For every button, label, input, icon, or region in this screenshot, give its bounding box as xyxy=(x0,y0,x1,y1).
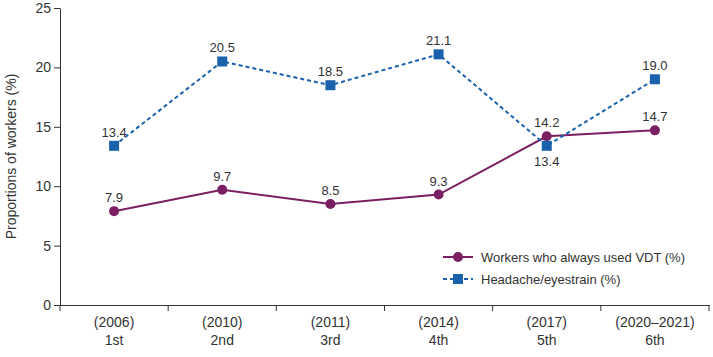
x-axis: (2006)1st(2010)2nd(2011)3rd(2014)4th(201… xyxy=(60,305,710,348)
y-tick: 10 xyxy=(35,178,60,194)
x-tick-label-line: 3rd xyxy=(320,332,340,348)
x-boundary-tick xyxy=(492,305,493,311)
data-label: 18.5 xyxy=(318,64,343,79)
x-tick-label-line: (2014) xyxy=(418,314,458,330)
y-tick-mark xyxy=(54,127,60,128)
data-label: 13.4 xyxy=(534,154,559,169)
data-label: 8.5 xyxy=(321,183,339,198)
legend-label: Workers who always used VDT (%) xyxy=(481,250,685,265)
series-marker xyxy=(109,141,119,151)
x-tick-label-line: (2011) xyxy=(311,314,350,330)
x-boundary-tick xyxy=(600,305,601,311)
series-marker xyxy=(217,56,227,66)
x-tick-label: (2020–2021) 6th xyxy=(615,314,694,348)
marks xyxy=(109,49,660,216)
series-line xyxy=(114,54,655,145)
x-tick-label-line: 2nd xyxy=(211,332,234,348)
chart: 0510152025(2006)1st(2010)2nd(2011)3rd(20… xyxy=(0,0,713,357)
y-tick: 5 xyxy=(43,238,60,254)
y-tick-mark xyxy=(54,186,60,187)
x-tick: (2017) 5th xyxy=(527,314,567,348)
y-tick: 25 xyxy=(35,0,60,16)
x-tick-label-line: 6th xyxy=(645,332,664,348)
y-axis: 0 5 10 15 20 25 xyxy=(35,0,60,313)
y-tick-label: 0 xyxy=(43,297,51,313)
series-marker xyxy=(542,131,552,141)
series-line xyxy=(114,130,655,211)
series-marker xyxy=(650,74,660,84)
x-boundary-tick xyxy=(709,305,710,311)
plot: 0510152025(2006)1st(2010)2nd(2011)3rd(20… xyxy=(35,0,709,348)
x-tick: (2014) 4th xyxy=(418,314,458,348)
y-axis-line xyxy=(60,9,61,306)
y-tick: 0 xyxy=(43,297,60,313)
x-tick-label-line: (2006) xyxy=(94,314,134,330)
x-tick-label-line: 1st xyxy=(105,332,124,348)
x-boundary-tick xyxy=(384,305,385,311)
legend-marker xyxy=(453,274,463,284)
x-tick: (2006) 1st xyxy=(94,314,134,348)
x-boundary-tick xyxy=(276,305,277,311)
x-tick-label-line: (2020–2021) xyxy=(615,314,694,330)
series-marker xyxy=(109,206,119,216)
y-tick-mark xyxy=(54,8,60,9)
series-marker xyxy=(542,141,552,151)
y-tick-label: 15 xyxy=(35,119,51,135)
x-tick: (2011) 3rd xyxy=(311,314,350,348)
y-tick-mark xyxy=(54,305,60,306)
x-boundary-tick xyxy=(60,305,61,311)
data-label: 20.5 xyxy=(210,40,235,55)
x-tick-label-line: 5th xyxy=(537,332,556,348)
y-tick: 15 xyxy=(35,119,60,135)
series-marker xyxy=(325,80,335,90)
data-label: 14.2 xyxy=(534,115,559,130)
x-boundary-tick xyxy=(168,305,169,311)
y-tick-label: 5 xyxy=(43,238,51,254)
legend-label: Headache/eyestrain (%) xyxy=(481,272,620,287)
data-label: 13.4 xyxy=(101,125,126,140)
series-marker xyxy=(434,190,444,200)
data-label: 21.1 xyxy=(426,33,451,48)
data-label: 7.9 xyxy=(105,190,123,205)
y-tick-mark xyxy=(54,246,60,247)
legend: Workers who always used VDT (%) Headache/… xyxy=(443,250,685,287)
series-marker xyxy=(217,185,227,195)
y-tick-label: 20 xyxy=(35,59,51,75)
series-marker xyxy=(650,125,660,135)
x-tick: (2020–2021) 6th xyxy=(615,314,694,348)
x-tick-label: (2006) 1st xyxy=(94,314,134,348)
y-tick: 20 xyxy=(35,59,60,75)
x-tick-label: (2010) 2nd xyxy=(202,314,242,348)
y-tick-label: 10 xyxy=(35,178,51,194)
x-tick: (2010) 2nd xyxy=(202,314,242,348)
x-tick-label: (2011) 3rd xyxy=(311,314,350,348)
x-tick-label: (2014) 4th xyxy=(418,314,458,348)
y-axis-title: Proportions of workers (%) xyxy=(3,74,19,240)
data-label: 14.7 xyxy=(642,109,667,124)
series-marker xyxy=(325,199,335,209)
x-tick-label-line: (2010) xyxy=(202,314,242,330)
x-tick-label-line: (2017) xyxy=(527,314,567,330)
data-labels: 7.9 9.7 8.5 9.3 14.2 14.7 13.4 20.5 18.5 21.1 13.4… xyxy=(101,33,667,205)
y-tick-label: 25 xyxy=(35,0,51,16)
x-tick-label: (2017) 5th xyxy=(527,314,567,348)
data-label: 19.0 xyxy=(642,58,667,73)
x-tick-label-line: 4th xyxy=(429,332,448,348)
legend-marker xyxy=(453,252,463,262)
data-label: 9.7 xyxy=(213,169,231,184)
series-marker xyxy=(434,49,444,59)
y-tick-mark xyxy=(54,67,60,68)
data-label: 9.3 xyxy=(430,174,448,189)
